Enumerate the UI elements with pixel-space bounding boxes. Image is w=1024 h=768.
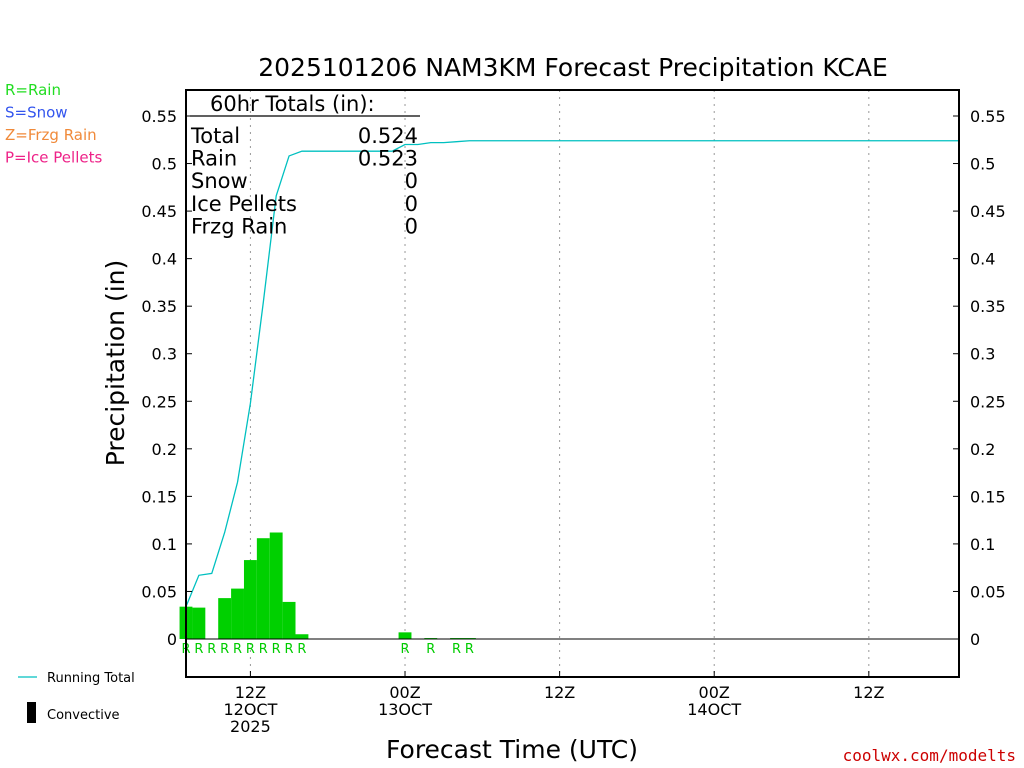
totals-heading: 60hr Totals (in): [210, 92, 375, 116]
totals-box: 60hr Totals (in): Total 0.524 Rain 0.523 Sno… [190, 92, 420, 238]
y-tick-label-right: 0.55 [970, 107, 1006, 126]
y-tick-label-left: 0.1 [152, 535, 177, 554]
totals-row-value: 0.523 [358, 147, 418, 171]
y-tick-label-left: 0.5 [152, 155, 177, 174]
totals-row-label: Rain [191, 147, 237, 171]
precip-type-marker: R [259, 642, 268, 657]
x-tick-label: 2025 [230, 717, 271, 736]
precip-type-marker: R [246, 642, 255, 657]
credit-text: coolwx.com/modelts [843, 746, 1016, 765]
y-tick-label-right: 0.35 [970, 297, 1006, 316]
precip-type-marker: R [452, 642, 461, 657]
x-tick-label: 12Z [544, 683, 575, 702]
y-tick-label-left: 0.15 [141, 487, 177, 506]
precip-type-marker: R [194, 642, 203, 657]
y-tick-label-right: 0.05 [970, 582, 1006, 601]
x-tick-label: 12OCT [223, 700, 277, 719]
precip-type-marker: R [426, 642, 435, 657]
totals-row-value: 0.524 [358, 124, 418, 148]
precip-type-marker: R [233, 642, 242, 657]
y-tick-label-left: 0.55 [141, 107, 177, 126]
y-axis-label: Precipitation (in) [101, 260, 130, 467]
y-tick-label-right: 0.4 [970, 250, 995, 269]
y-tick-label-right: 0.1 [970, 535, 995, 554]
y-tick-label-left: 0.25 [141, 392, 177, 411]
y-tick-label-right: 0.5 [970, 155, 995, 174]
y-axis-ticks: 0 00.05 0.050.1 0.10.15 0.150.2 0.20.25 0.250.… [141, 107, 1005, 649]
totals-row-label: Total [190, 124, 240, 148]
precip-type-marker: R [285, 642, 294, 657]
x-tick-label: 13OCT [378, 700, 432, 719]
precip-bar [295, 634, 309, 639]
precip-bar [243, 560, 257, 639]
precip-type-marker: R [207, 642, 216, 657]
precip-type-marker: R [400, 642, 409, 657]
precip-bar [282, 601, 296, 639]
y-tick-label-left: 0.3 [152, 345, 177, 364]
precip-type-marker: R [220, 642, 229, 657]
plot-frame [185, 89, 960, 678]
totals-row-value: 0 [405, 192, 418, 216]
totals-row-value: 0 [405, 169, 418, 193]
y-tick-label-right: 0.25 [970, 392, 1006, 411]
y-tick-label-left: 0.45 [141, 202, 177, 221]
y-tick-label-right: 0 [970, 630, 980, 649]
bottom-legend: Running Total Convective [18, 671, 135, 723]
precip-type-legend-item: R=Rain [5, 81, 61, 99]
precip-bar [269, 532, 283, 639]
x-tick-label: 14OCT [687, 700, 741, 719]
y-tick-label-right: 0.45 [970, 202, 1006, 221]
precip-type-marker: R [465, 642, 474, 657]
y-tick-label-left: 0 [167, 630, 177, 649]
y-tick-label-left: 0.4 [152, 250, 177, 269]
precip-bar [218, 598, 232, 639]
running-total-line [185, 140, 959, 607]
x-tick-label: 12Z [235, 683, 266, 702]
y-tick-label-left: 0.2 [152, 440, 177, 459]
totals-row-label: Ice Pellets [191, 192, 297, 216]
convective-legend-label: Convective [47, 708, 120, 723]
y-tick-label-left: 0.05 [141, 582, 177, 601]
precip-bar [256, 538, 270, 639]
totals-row-label: Snow [191, 169, 248, 193]
x-tick-label: 12Z [853, 683, 884, 702]
totals-row-value: 0 [405, 214, 418, 238]
x-tick-label: 00Z [699, 683, 730, 702]
precip-bar [192, 607, 206, 639]
y-tick-label-right: 0.2 [970, 440, 995, 459]
convective-legend-swatch [27, 702, 36, 723]
precip-type-legend-item: P=Ice Pellets [5, 149, 102, 167]
x-tick-label: 00Z [389, 683, 420, 702]
x-axis-label: Forecast Time (UTC) [386, 735, 638, 764]
y-tick-label-left: 0.35 [141, 297, 177, 316]
precip-type-legend-item: S=Snow [5, 104, 68, 122]
precip-type-legend-item: Z=Frzg Rain [5, 126, 97, 144]
precip-type-legend: R=Rain S=Snow Z=Frzg Rain P=Ice Pellets [5, 81, 102, 167]
precip-bar [231, 588, 244, 639]
hourly-precip-bars [179, 532, 476, 639]
running-total-legend-label: Running Total [47, 671, 135, 686]
precip-type-marker: R [272, 642, 281, 657]
grid-lines [249, 90, 870, 677]
y-tick-label-right: 0.15 [970, 487, 1006, 506]
precip-type-marker: R [297, 642, 306, 657]
y-tick-label-right: 0.3 [970, 345, 995, 364]
precip-bar [398, 632, 412, 639]
totals-row-label: Frzg Rain [191, 214, 287, 238]
chart-title: 2025101206 NAM3KM Forecast Precipitation… [258, 53, 888, 82]
